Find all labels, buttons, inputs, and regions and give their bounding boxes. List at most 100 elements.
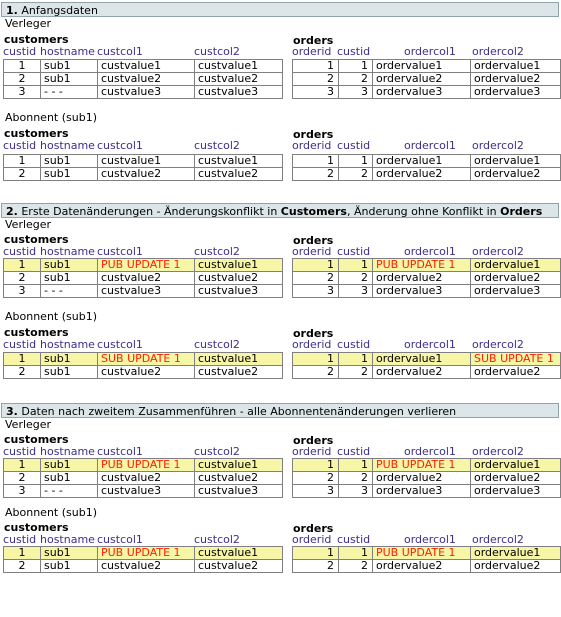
- table-row: 3- - - custvalue3 custvalue3: [3, 85, 283, 99]
- customers-table: 1 sub1 custvalue1 custvalue1 2 sub1 custvalue2…: [3, 59, 283, 99]
- customers-column-header: custcol2: [194, 245, 240, 258]
- customers-cell: SUB UPDATE 1: [97, 352, 195, 366]
- customers-column-header: hostname: [40, 533, 95, 546]
- orders-cell: 1: [338, 352, 373, 366]
- customers-cell: custvalue1: [194, 458, 283, 472]
- customers-cell: 2: [3, 365, 41, 379]
- customers-cell: PUB UPDATE 1: [97, 546, 195, 560]
- orders-column-header: ordercol2: [472, 45, 524, 58]
- customers-cell: 2: [3, 72, 41, 86]
- section-number: 3.: [6, 405, 18, 418]
- orders-column-header: ordercol1: [404, 338, 456, 351]
- orders-cell: 2: [338, 72, 373, 86]
- customers-cell: 2: [3, 471, 41, 485]
- customers-column-header: custcol2: [194, 445, 240, 458]
- table-row: 2 sub1 custvalue2 custvalue2: [3, 271, 283, 285]
- customers-cell: 2: [3, 167, 41, 181]
- orders-cell: 3: [292, 284, 339, 298]
- table-row: 1 sub1 SUB UPDATE 1 custvalue1: [3, 352, 283, 366]
- section-header-3: 3. Daten nach zweitem Zusammenführen - a…: [1, 403, 559, 418]
- section-header-1: 1. Anfangsdaten: [1, 2, 559, 17]
- customers-cell: PUB UPDATE 1: [97, 458, 195, 472]
- table-row: 2 2 ordervalue2 ordervalue2: [292, 271, 561, 285]
- customers-cell: sub1: [40, 471, 98, 485]
- table-row: 1 1 ordervalue1 ordervalue1: [292, 154, 561, 168]
- orders-cell: ordervalue2: [372, 559, 471, 573]
- section-title-bold-orders: Orders: [500, 205, 543, 218]
- orders-cell: ordervalue2: [470, 167, 561, 181]
- customers-cell: sub1: [40, 365, 98, 379]
- orders-column-header: ordercol1: [404, 139, 456, 152]
- orders-column-header: ordercol2: [472, 245, 524, 258]
- orders-cell: ordervalue2: [470, 72, 561, 86]
- orders-cell: 2: [338, 471, 373, 485]
- table-row: 3- - - custvalue3 custvalue3: [3, 484, 283, 498]
- orders-table: 1 1 PUB UPDATE 1 ordervalue1 2 2 ordervalue2 or…: [292, 546, 561, 573]
- orders-table: 1 1 ordervalue1 SUB UPDATE 1 2 2 ordervalue2 or…: [292, 352, 561, 379]
- customers-cell: sub1: [40, 154, 98, 168]
- orders-cell: ordervalue1: [470, 546, 561, 560]
- orders-cell: 1: [338, 59, 373, 73]
- customers-cell: custvalue2: [194, 72, 283, 86]
- customers-column-header: custcol1: [97, 338, 143, 351]
- customers-cell: custvalue2: [194, 365, 283, 379]
- orders-column-header: custid: [337, 245, 371, 258]
- orders-table-title: orders: [293, 234, 334, 247]
- customers-cell: custvalue1: [194, 59, 283, 73]
- orders-cell: ordervalue2: [470, 471, 561, 485]
- customers-cell: - - -: [40, 484, 98, 498]
- orders-column-header: custid: [337, 533, 371, 546]
- customers-cell: custvalue3: [97, 85, 195, 99]
- customers-table-title: customers: [4, 127, 69, 140]
- orders-cell: 2: [292, 559, 339, 573]
- table-row: 1 1 PUB UPDATE 1 ordervalue1: [292, 258, 561, 272]
- section-title-bold-customers: Customers: [280, 205, 347, 218]
- orders-cell: PUB UPDATE 1: [372, 258, 471, 272]
- customers-table: 1 sub1 PUB UPDATE 1 custvalue1 2 sub1 custvalu…: [3, 458, 283, 498]
- orders-cell: ordervalue3: [470, 284, 561, 298]
- table-row: 2 2 ordervalue2 ordervalue2: [292, 365, 561, 379]
- customers-cell: 2: [3, 559, 41, 573]
- orders-table: 1 1 PUB UPDATE 1 ordervalue1 2 2 ordervalue2 or…: [292, 458, 561, 498]
- customers-cell: sub1: [40, 72, 98, 86]
- orders-table-title: orders: [293, 327, 334, 340]
- table-row: 1 sub1 PUB UPDATE 1 custvalue1: [3, 546, 283, 560]
- customers-cell: 3: [3, 85, 41, 99]
- customers-table-title: customers: [4, 521, 69, 534]
- orders-cell: ordervalue2: [372, 271, 471, 285]
- orders-column-header: custid: [337, 445, 371, 458]
- orders-column-header: ordercol1: [404, 45, 456, 58]
- orders-cell: 1: [292, 352, 339, 366]
- customers-cell: custvalue3: [97, 484, 195, 498]
- orders-cell: ordervalue1: [470, 59, 561, 73]
- orders-table-title: orders: [293, 34, 334, 47]
- customers-column-header: custcol2: [194, 45, 240, 58]
- orders-cell: 2: [292, 167, 339, 181]
- subscriber-label: Abonnent (sub1): [5, 310, 97, 323]
- customers-cell: custvalue2: [97, 471, 195, 485]
- customers-column-header: hostname: [40, 445, 95, 458]
- customers-column-header: hostname: [40, 245, 95, 258]
- orders-cell: ordervalue1: [470, 258, 561, 272]
- customers-cell: sub1: [40, 271, 98, 285]
- orders-cell: 2: [338, 365, 373, 379]
- section-title-mid: , Änderung ohne Konflikt in: [346, 205, 501, 218]
- table-row: 2 sub1 custvalue2 custvalue2: [3, 471, 283, 485]
- table-row: 2 sub1 custvalue2 custvalue2: [3, 365, 283, 379]
- orders-cell: 1: [338, 546, 373, 560]
- orders-column-header: ordercol2: [472, 445, 524, 458]
- orders-cell: 2: [338, 271, 373, 285]
- orders-cell: ordervalue1: [470, 154, 561, 168]
- orders-cell: 2: [338, 559, 373, 573]
- table-row: 2 sub1 custvalue2 custvalue2: [3, 72, 283, 86]
- table-row: 2 sub1 custvalue2 custvalue2: [3, 559, 283, 573]
- orders-cell: ordervalue1: [470, 458, 561, 472]
- customers-cell: custvalue2: [97, 559, 195, 573]
- orders-cell: 1: [292, 258, 339, 272]
- table-row: 2 sub1 custvalue2 custvalue2: [3, 167, 283, 181]
- table-row: 1 1 ordervalue1 SUB UPDATE 1: [292, 352, 561, 366]
- customers-column-header: custcol1: [97, 533, 143, 546]
- customers-cell: - - -: [40, 284, 98, 298]
- customers-cell: sub1: [40, 546, 98, 560]
- orders-column-header: orderid: [292, 338, 332, 351]
